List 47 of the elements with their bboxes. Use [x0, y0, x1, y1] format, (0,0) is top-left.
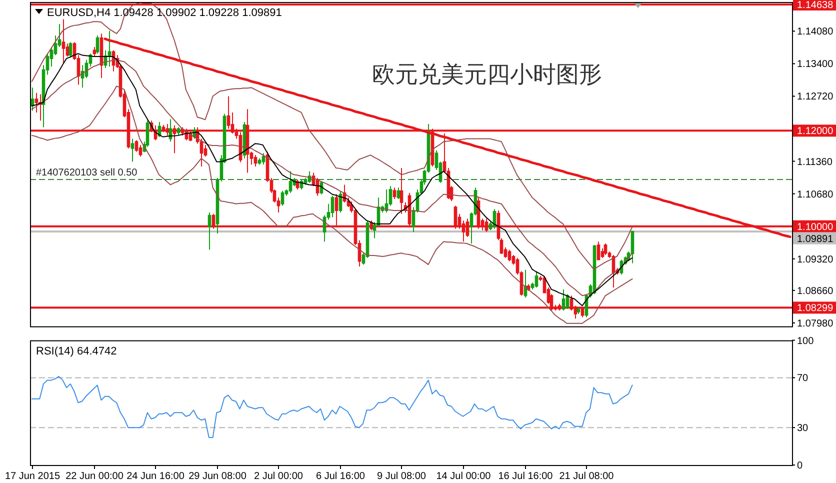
x-tick-label: 17 Jun 2015: [4, 471, 60, 482]
candlestick: [576, 306, 580, 314]
y-tick-label: 30: [797, 423, 809, 434]
candlestick: [108, 30, 112, 68]
y-tick-label: 0: [797, 460, 803, 472]
candlestick: [38, 94, 42, 122]
candlestick: [254, 154, 258, 168]
y-tick-label: 1.10680: [797, 189, 834, 200]
candlestick: [524, 269, 528, 298]
line-series: [31, 86, 633, 324]
candlestick: [62, 18, 66, 64]
candlestick: [208, 212, 212, 250]
ref-line-label: 1.10000: [797, 222, 834, 233]
x-tick-label: 22 Jun 00:00: [66, 471, 124, 482]
line-series: [31, 2, 633, 270]
x-tick-label: 24 Jun 16:00: [126, 471, 185, 482]
y-tick-label: 1.14080: [797, 26, 834, 38]
text: RSI(14) 64.4742: [36, 345, 117, 358]
ref-line-label: #1407620103 sell 0.50: [36, 167, 138, 178]
candlestick: [92, 46, 96, 58]
y-tick-label: 1.07980: [797, 318, 834, 330]
annotation: 欧元兑美元四小时图形: [372, 61, 602, 87]
y-tick-label: 1.08660: [797, 286, 834, 297]
x-tick-label: 9 Jul 08:00: [377, 471, 426, 482]
y-tick-label: 1.12720: [797, 92, 834, 103]
y-tick-label: 1.11360: [797, 156, 833, 168]
y-tick-label: 100: [797, 336, 814, 347]
y-tick-label: 70: [797, 373, 809, 384]
ref-line-label: 1.12000: [797, 126, 834, 138]
y-tick-label: 1.09320: [797, 254, 834, 266]
y-tick-label: 1.13400: [797, 59, 834, 70]
x-tick-label: 14 Jul 00:00: [436, 471, 492, 482]
x-tick-label: 21 Jul 08:00: [559, 471, 614, 482]
ref-line-label: 1.14638: [797, 0, 834, 11]
x-tick-label: 2 Jul 00:00: [254, 471, 304, 482]
candlestick: [384, 188, 388, 213]
x-tick-label: 6 Jul 16:00: [316, 471, 366, 482]
ref-line-label: 1.08299: [797, 303, 834, 314]
candlestick: [30, 87, 34, 112]
candlestick: [288, 170, 292, 194]
line-series: [31, 376, 633, 438]
x-tick-label: 16 Jul 16:00: [498, 471, 554, 482]
candlestick: [400, 167, 404, 214]
ref-line-label: 1.09891: [797, 234, 834, 245]
candlestick: [130, 138, 134, 162]
x-tick-label: 29 Jun 08:00: [188, 471, 247, 482]
candlestick: [562, 288, 566, 311]
